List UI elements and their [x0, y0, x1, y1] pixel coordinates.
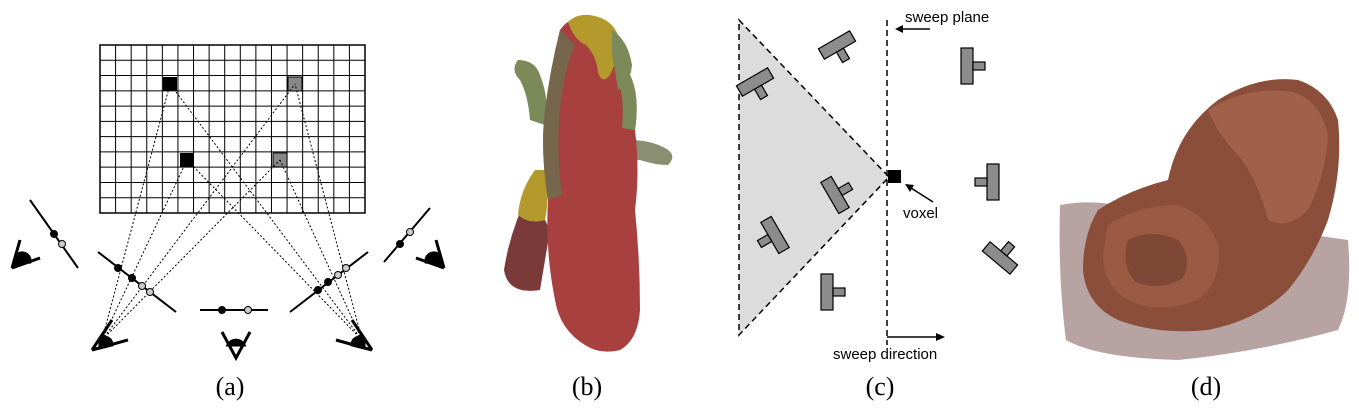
voxel-grid [99, 44, 366, 214]
camera-icon-left [90, 319, 129, 352]
dinosaur-reconstruction [504, 14, 673, 352]
plane-points [50, 228, 414, 314]
panel-b [490, 0, 700, 370]
panel-a [0, 0, 460, 370]
camera-icon-c6 [960, 47, 986, 85]
camera-icon-c5 [820, 273, 846, 311]
voxel-black-2 [180, 153, 194, 167]
sweep-plane-label: sweep plane [905, 9, 989, 26]
image-planes [29, 199, 431, 313]
camera-icon-right [335, 319, 374, 352]
camera-icon-far-left [10, 239, 41, 270]
frustum-region [738, 18, 891, 337]
caption-c: (c) [865, 372, 895, 401]
voxel-arrowhead [905, 184, 914, 192]
camera-icon-c4 [756, 215, 791, 255]
sweep-plane-diagram: sweep plane voxel sweep direction [735, 9, 1019, 363]
camera-icon-c3 [819, 175, 854, 215]
camera-icon-c1 [817, 29, 857, 64]
caption-a: (a) [215, 372, 245, 401]
voxel-square [888, 170, 901, 183]
panel-a-diagram [10, 44, 446, 362]
voxel-label: voxel [903, 205, 938, 222]
sweep-direction-label: sweep direction [833, 346, 937, 363]
panel-d [1058, 0, 1358, 370]
camera-icon-c7 [974, 163, 1000, 201]
shoe-reconstruction [1059, 79, 1350, 360]
projection-rays [101, 83, 363, 341]
camera-icon-c2 [735, 66, 775, 101]
camera-icon-bottom [220, 331, 252, 362]
sweep-direction-arrowhead [936, 333, 945, 341]
sweep-plane-arrowhead [895, 25, 903, 33]
caption-b: (b) [571, 372, 603, 401]
voxel-arrow [910, 187, 934, 203]
camera-icon-c8 [981, 240, 1019, 276]
panel-c: sweep plane voxel sweep direction [725, 0, 1035, 370]
camera-icon-far-right [415, 239, 446, 270]
caption-d: (d) [1190, 372, 1222, 401]
